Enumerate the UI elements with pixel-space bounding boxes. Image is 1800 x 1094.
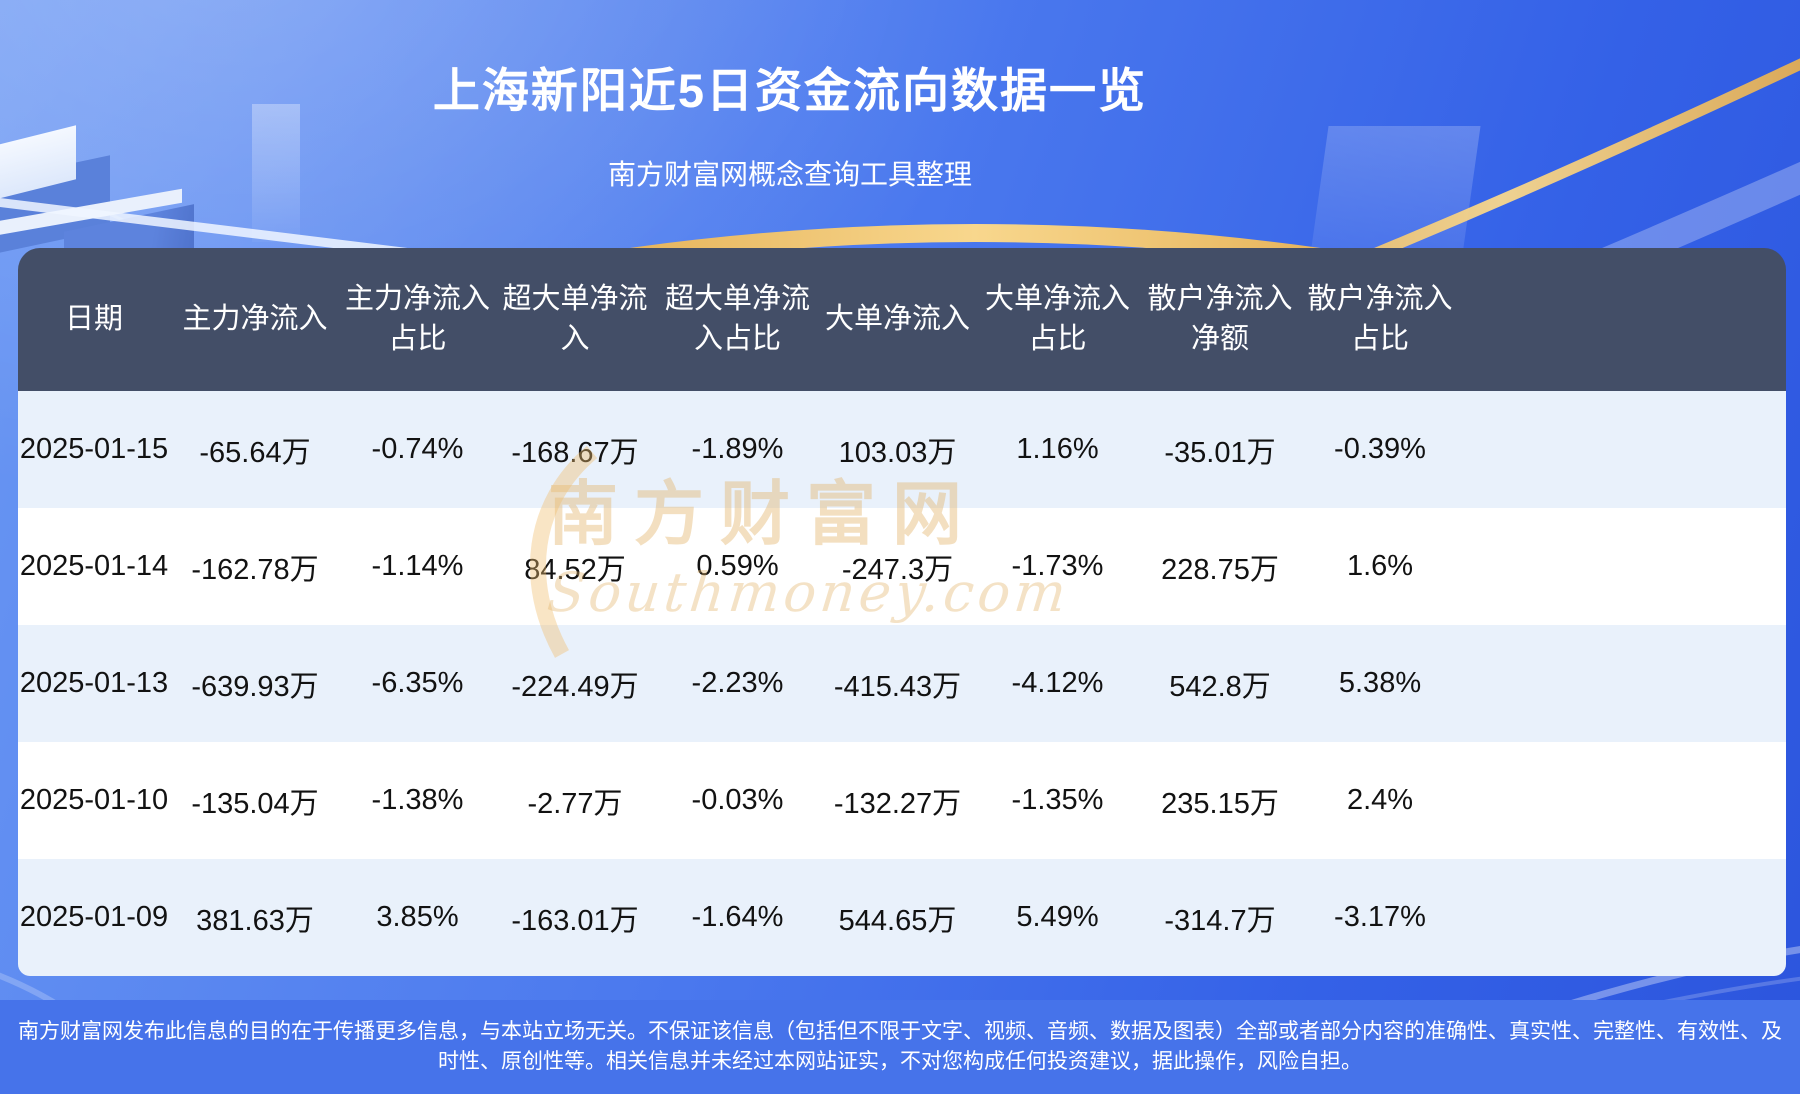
table-cell: -0.39%	[1334, 433, 1426, 465]
table-row: 2025-01-10 -135.04万 -1.38% -2.77万 -0.03% -132…	[18, 742, 1786, 859]
table-cell: -2.77万	[527, 787, 623, 820]
table-header-row: 日期 主力净流入 主力净流入占比 超大单净流入 超大单净流入占比 大单净流入 大单净流入占比…	[18, 248, 1786, 391]
table-cell: -6.35%	[371, 667, 464, 699]
spacer-cell	[1460, 508, 1786, 625]
table-cell: 2.4%	[1346, 784, 1414, 816]
table-cell: -65.64万	[199, 436, 311, 469]
spacer-column	[1460, 248, 1786, 391]
table-cell: 2025-01-15	[19, 433, 169, 465]
table-cell: -1.35%	[1011, 784, 1104, 816]
table-cell: 544.65万	[838, 904, 957, 937]
table-row: 2025-01-15 -65.64万 -0.74% -168.67万 -1.89% 103…	[18, 391, 1786, 508]
column-header: 主力净流入占比	[340, 248, 495, 391]
table-cell: -1.14%	[371, 550, 464, 582]
table-cell: 5.38%	[1338, 667, 1422, 699]
page-header: 上海新阳近5日资金流向数据一览 南方财富网概念查询工具整理	[0, 52, 1580, 193]
table-cell: -3.17%	[1334, 901, 1426, 933]
page-title: 上海新阳近5日资金流向数据一览	[432, 64, 1148, 117]
table-cell: -1.89%	[691, 433, 784, 465]
table-cell: 3.85%	[376, 901, 459, 933]
table-cell: -639.93万	[191, 670, 319, 703]
table-cell: -314.7万	[1164, 904, 1276, 937]
table-cell: -4.12%	[1011, 667, 1104, 699]
column-header: 超大单净流入	[495, 248, 655, 391]
table-cell: 0.59%	[696, 550, 779, 582]
spacer-cell	[1460, 391, 1786, 508]
column-header: 主力净流入	[170, 248, 340, 391]
spacer-cell	[1460, 859, 1786, 976]
table-cell: -135.04万	[191, 787, 319, 820]
column-header: 散户净流入占比	[1300, 248, 1460, 391]
fund-flow-table-container: 日期 主力净流入 主力净流入占比 超大单净流入 超大单净流入占比 大单净流入 大单净流入占比…	[18, 248, 1786, 976]
table-row: 2025-01-13 -639.93万 -6.35% -224.49万 -2.23% -4…	[18, 625, 1786, 742]
table-cell: -2.23%	[691, 667, 784, 699]
column-header: 散户净流入净额	[1140, 248, 1300, 391]
table-cell: 84.52万	[524, 553, 626, 586]
table-cell: 228.75万	[1161, 553, 1279, 586]
table-cell: 235.15万	[1161, 787, 1279, 820]
table-cell: -35.01万	[1164, 436, 1276, 469]
table-cell: -415.43万	[833, 670, 962, 703]
table-cell: -247.3万	[841, 553, 954, 586]
spacer-cell	[1460, 742, 1786, 859]
table-cell: 1.6%	[1346, 550, 1414, 582]
table-cell: 1.16%	[1016, 433, 1099, 465]
table-row: 2025-01-09 381.63万 3.85% -163.01万 -1.64% 544.…	[18, 859, 1786, 976]
page-subtitle: 南方财富网概念查询工具整理	[607, 159, 972, 190]
column-header: 大单净流入	[820, 248, 975, 391]
table-cell: 2025-01-13	[19, 667, 169, 699]
column-header: 超大单净流入占比	[655, 248, 820, 391]
table-cell: 2025-01-10	[19, 784, 169, 816]
table-cell: -0.03%	[691, 784, 784, 816]
table-cell: -1.64%	[691, 901, 784, 933]
table-cell: -0.74%	[371, 433, 464, 465]
footer-bar: 南方财富网发布此信息的目的在于传播更多信息，与本站立场无关。不保证该信息（包括但…	[0, 1000, 1800, 1094]
table-cell: -168.67万	[511, 436, 639, 469]
table-cell: -1.38%	[371, 784, 464, 816]
table-row: 2025-01-14 -162.78万 -1.14% 84.52万 0.59% -247.…	[18, 508, 1786, 625]
table-cell: 381.63万	[196, 904, 314, 937]
column-header: 大单净流入占比	[975, 248, 1140, 391]
table-cell: -224.49万	[511, 670, 639, 703]
fund-flow-table: 日期 主力净流入 主力净流入占比 超大单净流入 超大单净流入占比 大单净流入 大单净流入占比…	[18, 248, 1786, 976]
table-cell: -132.27万	[833, 787, 962, 820]
table-cell: 542.8万	[1169, 670, 1271, 703]
table-cell: -163.01万	[511, 904, 639, 937]
table-body: 2025-01-15 -65.64万 -0.74% -168.67万 -1.89% 103…	[18, 391, 1786, 976]
spacer-cell	[1460, 625, 1786, 742]
table-cell: 5.49%	[1016, 901, 1099, 933]
column-header: 日期	[18, 248, 170, 391]
table-cell: 103.03万	[838, 436, 957, 469]
table-cell: 2025-01-09	[19, 901, 169, 933]
disclaimer-text: 南方财富网发布此信息的目的在于传播更多信息，与本站立场无关。不保证该信息（包括但…	[18, 1020, 1782, 1073]
table-cell: 2025-01-14	[19, 550, 169, 582]
table-cell: -162.78万	[191, 553, 319, 586]
podium-edge-decoration	[0, 188, 182, 238]
table-cell: -1.73%	[1011, 550, 1104, 582]
